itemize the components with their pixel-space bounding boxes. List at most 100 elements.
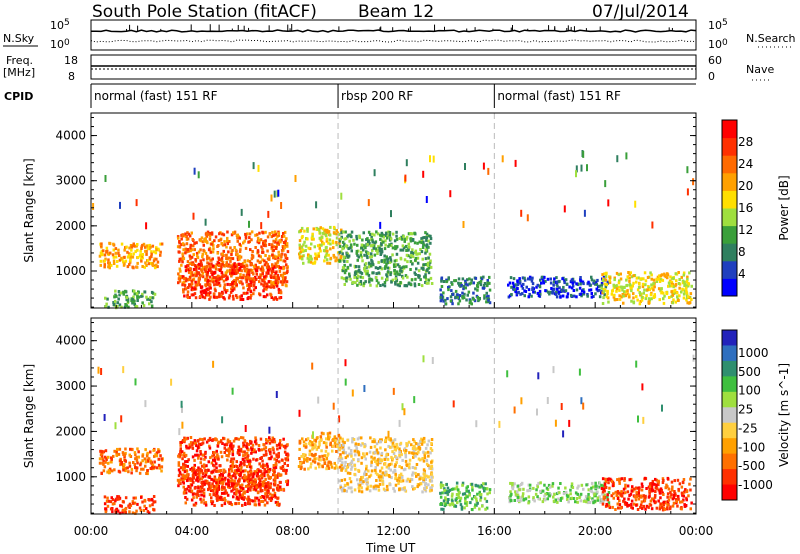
range-time-cell [278,502,281,506]
range-time-cell [147,262,151,266]
range-time-cell [370,258,373,262]
range-time-cell [326,464,329,468]
range-time-cell [183,436,186,440]
range-time-cell [208,493,212,497]
range-time-cell [117,495,121,499]
range-time-cell [155,246,158,250]
range-time-cell [446,297,449,301]
range-time-cell [310,242,313,246]
range-time-cell [181,468,185,471]
range-time-cell [187,249,190,253]
freq-tick-top: 18 [64,54,78,67]
range-time-cell [569,492,572,496]
range-time-cell [143,457,147,461]
range-time-cell [355,265,358,268]
range-time-cell [203,457,206,461]
range-time-cell [363,454,366,458]
range-time-cell [525,285,528,289]
range-time-cell [128,464,132,468]
range-time-cell [355,234,358,238]
range-time-cell [412,452,415,456]
range-time-cell [591,497,594,501]
range-time-cell [340,444,344,447]
range-time-cell [214,235,218,239]
range-time-cell [212,453,216,457]
range-time-cell [424,446,428,450]
cpid-segment-label: normal (fast) 151 RF [497,89,621,103]
range-time-cell [666,476,670,480]
range-time-cell [481,504,484,508]
range-time-cell [514,283,517,287]
range-time-cell [622,487,626,491]
range-time-cell [145,507,148,510]
range-time-cell [123,262,126,266]
range-time-cell [216,251,219,255]
range-time-cell [332,253,335,257]
range-time-cell [218,269,222,272]
range-time-cell [376,463,379,467]
range-time-cell [240,436,243,440]
range-time-cell [286,270,289,273]
range-time-cell [631,485,634,489]
range-time-cell [552,283,555,287]
range-time-cell [571,284,575,288]
range-time-cell [223,486,226,490]
range-time-cell [199,248,202,252]
range-time-cell [594,487,598,491]
range-time-cell [462,284,466,288]
range-time-cell [357,458,360,462]
range-time-cell [260,456,263,459]
range-time-cell [657,480,660,484]
range-time-cell [398,450,401,454]
range-time-cell [683,289,687,293]
range-time-cell [443,487,446,491]
range-time-cell [189,477,192,481]
range-time-cell [128,506,131,509]
range-time-cell [361,442,364,446]
range-time-cell [632,296,635,300]
range-time-cell [353,275,356,279]
range-time-cell [369,233,372,236]
range-time-cell [130,248,133,252]
range-time-cell [484,482,487,486]
range-time-cell [442,507,445,511]
range-time-cell [267,280,271,284]
range-time-cell [461,483,464,487]
range-time-cell [552,280,556,284]
range-time-cell [184,232,187,236]
range-time-cell [259,238,263,242]
range-time-cell [341,467,344,471]
range-time-cell [338,443,342,447]
range-time-cell [598,481,601,485]
range-time-cell [384,471,387,475]
range-time-cell [616,478,619,482]
range-time-cell [130,299,133,303]
range-time-cell [582,487,585,491]
range-time-cell [117,497,121,501]
range-time-cell [548,292,551,296]
range-time-cell [277,264,280,268]
range-time-cell [628,293,631,297]
range-time-cell [282,259,285,263]
range-time-cell [142,242,146,246]
range-time-cell [244,484,248,488]
range-time-cell [454,279,458,283]
range-time-cell [204,469,207,473]
range-time-cell [327,466,331,470]
range-time-cell [273,470,276,474]
range-time-cell [256,496,259,500]
range-time-cell [191,455,195,459]
range-time-cell [575,497,579,500]
range-time-cell [485,499,489,503]
range-time-cell [318,246,321,250]
range-time-cell [333,255,336,259]
range-time-cell [516,493,519,497]
range-time-cell [364,280,367,284]
range-time-cell [190,231,193,235]
range-time-cell [356,478,359,482]
range-time-cell [395,252,399,256]
range-time-cell [510,492,513,496]
range-time-cell [202,498,205,502]
range-time-cell [388,231,392,235]
range-time-cell [201,295,205,299]
